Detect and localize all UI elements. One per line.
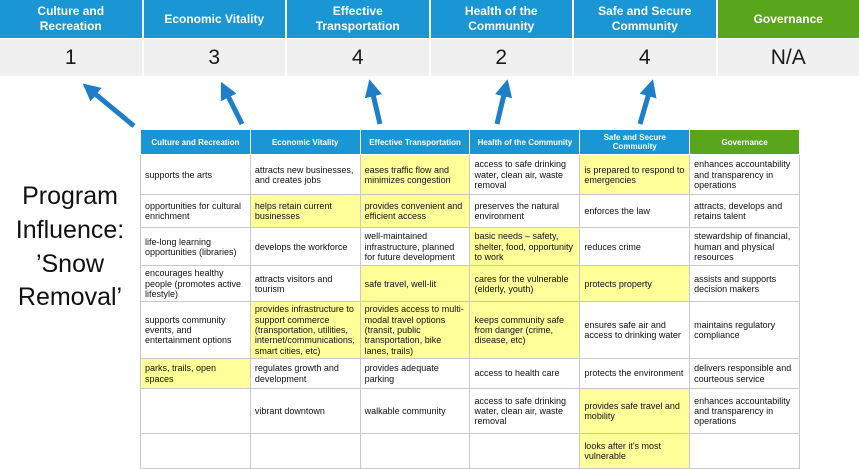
matrix-cell: vibrant downtown (250, 389, 360, 434)
matrix-row: life-long learning opportunities (librar… (141, 228, 800, 266)
matrix-cell: helps retain current businesses (250, 195, 360, 228)
matrix-cell: access to health care (470, 359, 580, 389)
matrix-row: supports community events, and entertain… (141, 302, 800, 359)
matrix-cell: preserves the natural environment (470, 195, 580, 228)
score-value-effective-transportation: 4 (287, 39, 429, 76)
matrix-cell (690, 434, 800, 469)
matrix-cell: attracts new businesses, and creates job… (250, 155, 360, 195)
matrix-cell: access to safe drinking water, clean air… (470, 389, 580, 434)
matrix-cell: encourages healthy people (promotes acti… (141, 266, 251, 302)
matrix-header-health-of-the-community: Health of the Community (470, 130, 580, 155)
matrix-cell: basic needs – safety, shelter, food, opp… (470, 228, 580, 266)
matrix-cell: ensures safe air and access to drinking … (580, 302, 690, 359)
matrix-cell (360, 434, 470, 469)
matrix-cell: provides infrastructure to support comme… (250, 302, 360, 359)
arrow-economic (224, 88, 242, 124)
matrix-header-culture-and-recreation: Culture and Recreation (141, 130, 251, 155)
arrow-health (497, 86, 506, 124)
matrix-header-effective-transportation: Effective Transportation (360, 130, 470, 155)
matrix-cell: cares for the vulnerable (elderly, youth… (470, 266, 580, 302)
banner-cell-economic-vitality: Economic Vitality (144, 0, 286, 38)
matrix-row: encourages healthy people (promotes acti… (141, 266, 800, 302)
banner-cell-health-of-the-community: Health of the Community (431, 0, 573, 38)
matrix-cell: keeps community safe from danger (crime,… (470, 302, 580, 359)
matrix-header-governance: Governance (690, 130, 800, 155)
matrix-cell: delivers responsible and courteous servi… (690, 359, 800, 389)
matrix-cell: eases traffic flow and minimizes congest… (360, 155, 470, 195)
matrix-cell: looks after it's most vulnerable (580, 434, 690, 469)
matrix-cell: parks, trails, open spaces (141, 359, 251, 389)
matrix-cell: opportunities for cultural enrichment (141, 195, 251, 228)
matrix-cell: enforces the law (580, 195, 690, 228)
matrix-cell: attracts visitors and tourism (250, 266, 360, 302)
matrix-cell (250, 434, 360, 469)
matrix-cell: is prepared to respond to emergencies (580, 155, 690, 195)
score-value-culture-and-recreation: 1 (0, 39, 142, 76)
matrix-cell: assists and supports decision makers (690, 266, 800, 302)
matrix-header-economic-vitality: Economic Vitality (250, 130, 360, 155)
matrix-cell: protects the environment (580, 359, 690, 389)
score-value-governance: N/A (718, 39, 859, 76)
matrix-cell: well-maintained infrastructure, planned … (360, 228, 470, 266)
matrix-cell: supports community events, and entertain… (141, 302, 251, 359)
matrix-cell (141, 434, 251, 469)
matrix-cell: enhances accountability and transparency… (690, 155, 800, 195)
matrix-cell: develops the workforce (250, 228, 360, 266)
matrix-cell (470, 434, 580, 469)
banner-cell-culture-and-recreation: Culture and Recreation (0, 0, 142, 38)
score-value-economic-vitality: 3 (144, 39, 286, 76)
banner-cell-governance: Governance (718, 0, 859, 38)
matrix-header-safe-and-secure-community: Safe and Secure Community (580, 130, 690, 155)
matrix-cell: regulates growth and development (250, 359, 360, 389)
matrix-cell: life-long learning opportunities (librar… (141, 228, 251, 266)
arrow-safe (640, 86, 651, 124)
matrix-cell: provides access to multi-modal travel op… (360, 302, 470, 359)
matrix-cell: enhances accountability and transparency… (690, 389, 800, 434)
matrix-cell (141, 389, 251, 434)
matrix-cell: provides adequate parking (360, 359, 470, 389)
matrix-cell: attracts, develops and retains talent (690, 195, 800, 228)
score-value-safe-and-secure-community: 4 (574, 39, 716, 76)
matrix-cell: walkable community (360, 389, 470, 434)
matrix-cell: stewardship of financial, human and phys… (690, 228, 800, 266)
matrix-cell: maintains regulatory compliance (690, 302, 800, 359)
arrow-transportation (371, 86, 380, 124)
matrix-cell: provides convenient and efficient access (360, 195, 470, 228)
influence-arrows (0, 76, 859, 130)
matrix-cell: safe travel, well-lit (360, 266, 470, 302)
banner-cell-effective-transportation: Effective Transportation (287, 0, 429, 38)
matrix-cell: reduces crime (580, 228, 690, 266)
matrix-cell: protects property (580, 266, 690, 302)
matrix-row: looks after it's most vulnerable (141, 434, 800, 469)
arrow-culture (88, 88, 134, 126)
score-value-health-of-the-community: 2 (431, 39, 573, 76)
banner-cell-safe-and-secure-community: Safe and Secure Community (574, 0, 716, 38)
matrix-cell: supports the arts (141, 155, 251, 195)
matrix-cell: provides safe travel and mobility (580, 389, 690, 434)
matrix-cell: access to safe drinking water, clean air… (470, 155, 580, 195)
program-title: Program Influence: ’Snow Removal’ (0, 180, 140, 315)
